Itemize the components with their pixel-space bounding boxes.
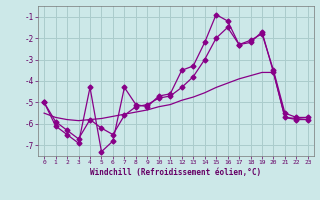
X-axis label: Windchill (Refroidissement éolien,°C): Windchill (Refroidissement éolien,°C) (91, 168, 261, 177)
